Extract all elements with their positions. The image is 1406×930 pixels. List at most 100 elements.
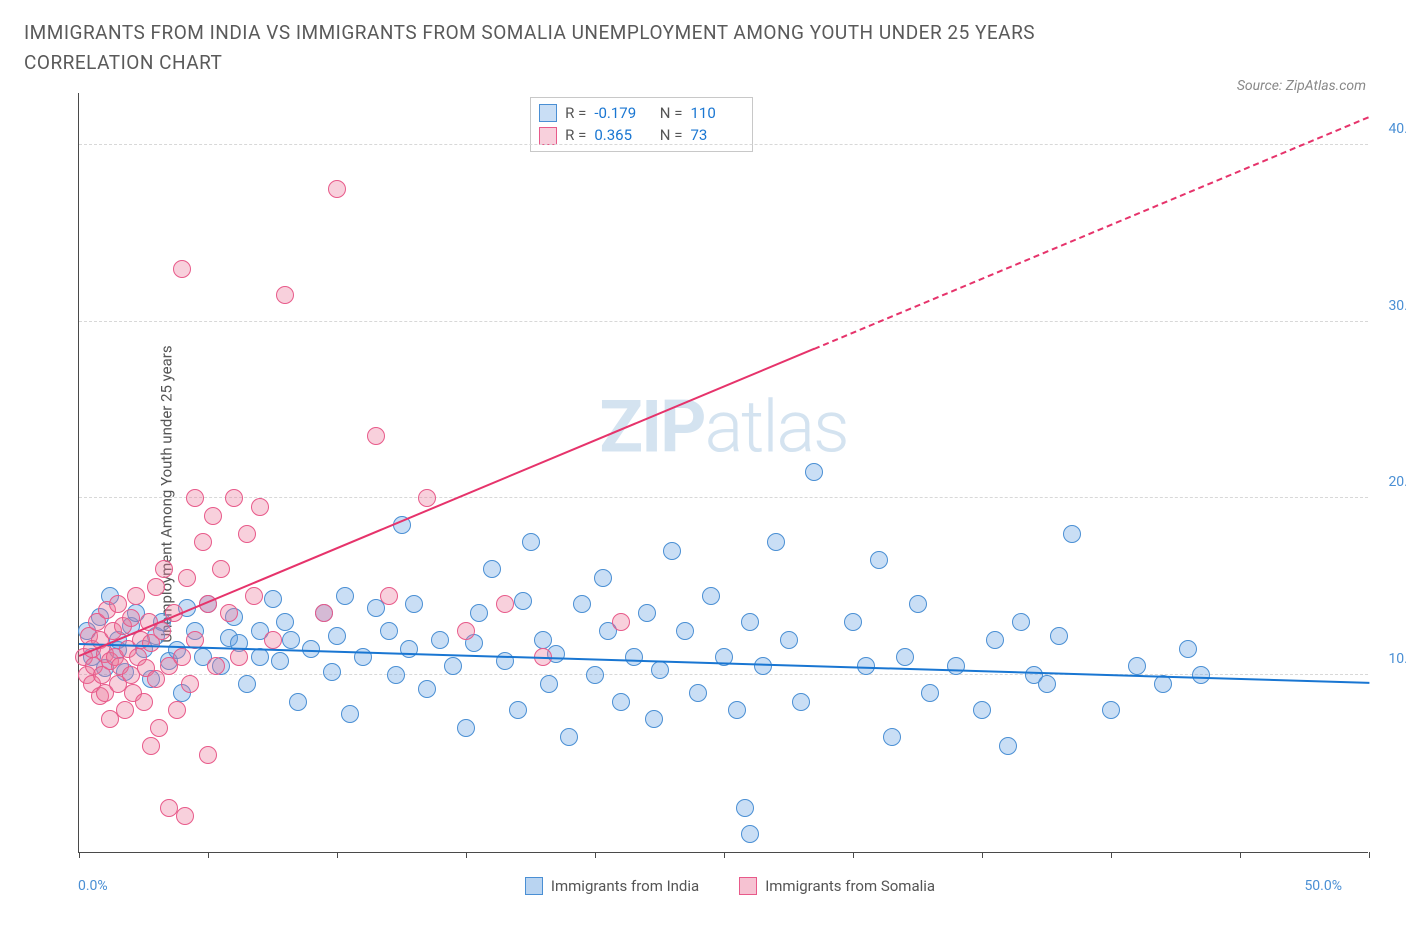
- data-point: [276, 613, 294, 631]
- gridline: [79, 144, 1368, 145]
- data-point: [586, 666, 604, 684]
- data-point: [1192, 666, 1210, 684]
- data-point: [176, 807, 194, 825]
- data-point: [844, 613, 862, 631]
- data-point: [245, 587, 263, 605]
- data-point: [870, 551, 888, 569]
- data-point: [444, 657, 462, 675]
- data-point: [645, 710, 663, 728]
- data-point: [328, 180, 346, 198]
- data-point: [676, 622, 694, 640]
- data-point: [594, 569, 612, 587]
- plot-area: ZIPatlas R = -0.179 N = 110R = 0.365 N =…: [78, 93, 1368, 853]
- data-point: [457, 622, 475, 640]
- data-point: [612, 613, 630, 631]
- data-point: [289, 693, 307, 711]
- data-point: [1179, 640, 1197, 658]
- data-point: [612, 693, 630, 711]
- data-point: [336, 587, 354, 605]
- data-point: [230, 648, 248, 666]
- data-point: [212, 560, 230, 578]
- stat-r-label: R =: [565, 102, 586, 125]
- data-point: [238, 525, 256, 543]
- x-tick: [853, 852, 854, 858]
- data-point: [147, 578, 165, 596]
- x-tick: [466, 852, 467, 858]
- data-point: [264, 590, 282, 608]
- data-point: [271, 652, 289, 670]
- x-tick: [1369, 852, 1370, 858]
- data-point: [220, 604, 238, 622]
- data-point: [883, 728, 901, 746]
- data-point: [168, 701, 186, 719]
- data-point: [741, 825, 759, 843]
- data-point: [418, 489, 436, 507]
- data-point: [470, 604, 488, 622]
- data-point: [135, 693, 153, 711]
- x-tick: [1240, 852, 1241, 858]
- data-point: [767, 533, 785, 551]
- data-point: [302, 640, 320, 658]
- trend-line-dashed: [814, 116, 1369, 350]
- data-point: [780, 631, 798, 649]
- data-point: [178, 569, 196, 587]
- data-point: [1050, 627, 1068, 645]
- data-point: [380, 587, 398, 605]
- legend-swatch: [739, 877, 757, 895]
- legend-item: Immigrants from India: [525, 877, 699, 895]
- data-point: [728, 701, 746, 719]
- data-point: [986, 631, 1004, 649]
- data-point: [418, 680, 436, 698]
- gridline: [79, 497, 1368, 498]
- data-point: [754, 657, 772, 675]
- data-point: [805, 463, 823, 481]
- legend-item: Immigrants from Somalia: [739, 877, 935, 895]
- stat-r-value: -0.179: [594, 102, 644, 125]
- data-point: [122, 609, 140, 627]
- data-point: [341, 705, 359, 723]
- data-point: [155, 560, 173, 578]
- data-point: [186, 489, 204, 507]
- data-point: [116, 701, 134, 719]
- data-point: [207, 657, 225, 675]
- data-point: [947, 657, 965, 675]
- data-point: [540, 675, 558, 693]
- x-tick: [982, 852, 983, 858]
- data-point: [204, 507, 222, 525]
- data-point: [514, 592, 532, 610]
- data-point: [323, 663, 341, 681]
- data-point: [496, 595, 514, 613]
- data-point: [150, 719, 168, 737]
- legend-label: Immigrants from India: [551, 877, 699, 895]
- data-point: [1102, 701, 1120, 719]
- data-point: [431, 631, 449, 649]
- x-tick: [79, 852, 80, 858]
- legend-swatch: [539, 104, 557, 122]
- data-point: [663, 542, 681, 560]
- chart-container: Unemployment Among Youth under 25 years …: [24, 93, 1382, 895]
- x-tick: [1111, 852, 1112, 858]
- data-point: [909, 595, 927, 613]
- data-point: [405, 595, 423, 613]
- data-point: [194, 533, 212, 551]
- x-tick: [208, 852, 209, 858]
- data-point: [251, 498, 269, 516]
- stat-n-label: N =: [652, 102, 682, 125]
- data-point: [315, 604, 333, 622]
- data-point: [225, 489, 243, 507]
- x-tick: [724, 852, 725, 858]
- legend-label: Immigrants from Somalia: [765, 877, 935, 895]
- data-point: [483, 560, 501, 578]
- data-point: [509, 701, 527, 719]
- data-point: [792, 693, 810, 711]
- legend-swatch: [539, 127, 557, 145]
- y-tick-label: 20.0%: [1388, 474, 1406, 490]
- x-tick: [595, 852, 596, 858]
- data-point: [276, 286, 294, 304]
- data-point: [173, 648, 191, 666]
- data-point: [173, 260, 191, 278]
- chart-title: IMMIGRANTS FROM INDIA VS IMMIGRANTS FROM…: [24, 18, 1124, 79]
- data-point: [1012, 613, 1030, 631]
- data-point: [380, 622, 398, 640]
- x-axis-min-label: 0.0%: [78, 878, 108, 894]
